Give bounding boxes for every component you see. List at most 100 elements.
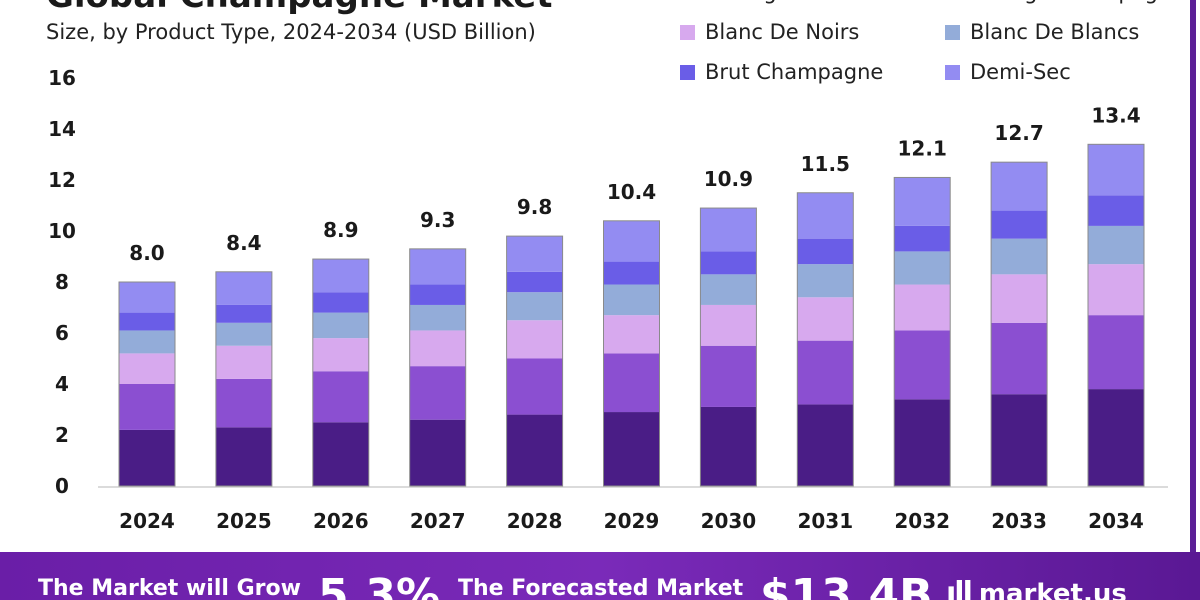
bar-total-label: 8.0 [129, 241, 164, 265]
bar-segment-blanc-de-noirs [312, 338, 369, 372]
legend-item: Demi-Sec [945, 60, 1071, 84]
legend-item: Vintage Champagne [945, 0, 1184, 4]
bar-total-label: 11.5 [801, 152, 850, 176]
bar-segment-prestige-cuv-e [506, 414, 563, 486]
bar-segment-vintage-champagne [215, 378, 272, 428]
bar-segment-vintage-champagne [797, 340, 854, 405]
x-tick-label: 2030 [701, 509, 757, 533]
bar-segment-blanc-de-noirs [894, 284, 951, 331]
bar-segment-demi-sec [215, 271, 272, 305]
bar-total-label: 8.9 [323, 218, 358, 242]
y-tick-label: 6 [55, 321, 69, 345]
bar-segment-brut-champagne [312, 292, 369, 313]
bar-segment-blanc-de-blancs [603, 284, 660, 316]
bar-segment-blanc-de-blancs [215, 322, 272, 346]
y-tick-label: 4 [55, 372, 69, 396]
y-tick-label: 12 [48, 168, 76, 192]
logo-mark-icon: ıll [946, 576, 973, 600]
y-tick-label: 14 [48, 117, 76, 141]
bar-segment-brut-champagne [119, 312, 175, 331]
bar-segment-prestige-cuv-e [894, 399, 951, 486]
bar-segment-brut-champagne [603, 261, 660, 285]
bar-segment-blanc-de-noirs [700, 304, 757, 346]
bar-segment-blanc-de-noirs [119, 353, 175, 384]
legend-label: Demi-Sec [970, 60, 1071, 84]
bar-outline [603, 220, 660, 487]
bar-outline [1087, 143, 1145, 487]
bar-segment-demi-sec [603, 220, 660, 262]
bar-segment-brut-champagne [991, 210, 1048, 239]
bar-segment-prestige-cuv-e [312, 422, 369, 486]
legend-item: Blanc De Noirs [680, 20, 859, 44]
bar-total-label: 12.7 [994, 121, 1043, 145]
bar-segment-blanc-de-noirs [991, 274, 1048, 323]
market-size-value: $13.4B [760, 570, 933, 600]
legend-label: Prestige Cuvée [705, 0, 863, 4]
stacked-bar-chart: 0 2 4 6 8 10 12 14 16 8.0 2024 8.4 2025 8.9 2026 9.3 202… [48, 66, 1168, 533]
bar-segment-demi-sec [700, 208, 757, 252]
y-tick-label: 8 [55, 270, 69, 294]
bar-segment-brut-champagne [894, 225, 951, 252]
bar-segment-prestige-cuv-e [409, 419, 466, 486]
chart-legend: Prestige Cuvée Vintage Champagne Blanc De … [660, 0, 1184, 92]
bar-segment-prestige-cuv-e [603, 412, 660, 486]
bar-outline [796, 192, 854, 487]
bar-segment-demi-sec [409, 248, 466, 285]
x-tick-label: 2024 [119, 509, 175, 533]
bar-segment-vintage-champagne [506, 358, 563, 415]
bar-segment-blanc-de-blancs [797, 264, 854, 298]
x-tick-label: 2033 [991, 509, 1047, 533]
legend-label: Brut Champagne [705, 60, 884, 84]
x-tick-label: 2025 [216, 509, 272, 533]
bar-segment-prestige-cuv-e [215, 427, 272, 486]
bar-segment-demi-sec [506, 236, 563, 272]
bar-outline [699, 207, 757, 487]
x-tick-label: 2029 [604, 509, 660, 533]
y-tick-label: 16 [48, 66, 76, 90]
legend-item: Blanc De Blancs [945, 20, 1139, 44]
bar-segment-blanc-de-noirs [1088, 264, 1144, 316]
y-tick-label: 10 [48, 219, 76, 243]
logo-text: market.us [978, 578, 1127, 600]
x-tick-label: 2031 [797, 509, 853, 533]
legend-swatch [680, 24, 695, 40]
bar-segment-blanc-de-noirs [409, 330, 466, 367]
chart-card: Global Champagne Market Size, by Product… [46, 0, 1196, 552]
x-tick-label: 2028 [507, 509, 563, 533]
bar-segment-prestige-cuv-e [700, 406, 757, 486]
bar-segment-blanc-de-noirs [215, 345, 272, 379]
bar-outline [312, 258, 370, 487]
bar-segment-prestige-cuv-e [797, 404, 854, 486]
bar-segment-demi-sec [119, 282, 175, 313]
bar-outline [118, 281, 176, 487]
bar-segment-vintage-champagne [894, 330, 951, 400]
bar-outline [215, 271, 273, 487]
bar-segment-blanc-de-blancs [894, 251, 951, 285]
bar-segment-vintage-champagne [119, 384, 175, 430]
bar-segment-demi-sec [312, 259, 369, 293]
bar-total-label: 9.8 [517, 195, 552, 219]
bar-segment-blanc-de-noirs [797, 297, 854, 341]
bar-outline [990, 161, 1048, 487]
bar-segment-brut-champagne [1088, 195, 1144, 226]
bar-segment-demi-sec [797, 192, 854, 239]
bar-segment-blanc-de-blancs [991, 238, 1048, 275]
bar-segment-demi-sec [894, 177, 951, 226]
forecast-label: The Forecasted Market [458, 576, 744, 600]
legend-label: Blanc De Blancs [970, 20, 1140, 44]
legend-label: Vintage Champagne [970, 0, 1184, 4]
bar-segment-prestige-cuv-e [1088, 389, 1144, 486]
bar-segment-demi-sec [991, 162, 1048, 211]
bar-segment-blanc-de-blancs [312, 312, 369, 339]
cagr-value: 5.3% [318, 570, 441, 600]
bar-outline [506, 235, 564, 487]
bar-segment-vintage-champagne [700, 345, 757, 407]
x-tick-label: 2034 [1088, 509, 1144, 533]
chart-title: Global Champagne Market [46, 0, 553, 16]
bar-segment-brut-champagne [215, 304, 272, 323]
bar-segment-blanc-de-noirs [506, 320, 563, 359]
bar-total-label: 9.3 [420, 208, 455, 232]
x-tick-label: 2026 [313, 509, 369, 533]
legend-label: Blanc De Noirs [705, 20, 860, 44]
x-tick-label: 2027 [410, 509, 466, 533]
